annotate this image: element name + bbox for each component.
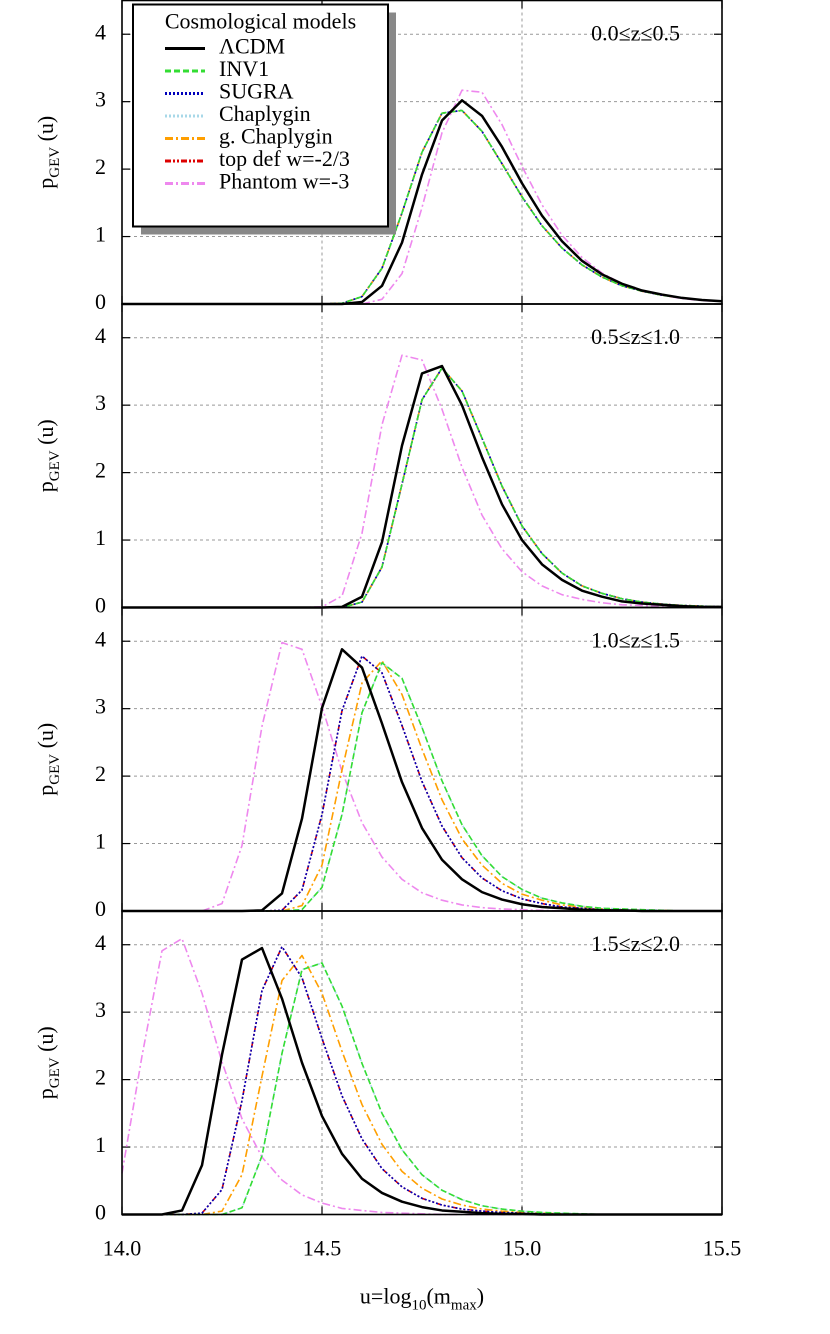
series-line (122, 354, 722, 609)
y-tick-label: 4 (95, 930, 106, 955)
series-line (122, 367, 723, 609)
legend-label: ΛCDM (219, 34, 285, 59)
y-axis-label-sub: GEV (47, 450, 63, 481)
x-tick-label: 15.0 (503, 1236, 542, 1261)
panel-frame (121, 303, 723, 609)
series-line (121, 937, 722, 1216)
panel-frame (121, 606, 723, 912)
y-axis-label: pGEV (u) (33, 116, 63, 189)
legend-label: SUGRA (219, 79, 294, 104)
series-line (122, 662, 722, 912)
panel-annotation: 0.0≤z≤0.5 (591, 21, 680, 46)
y-axis-label-part: p (33, 178, 58, 189)
legend-label: top def w=-2/3 (219, 146, 350, 171)
y-tick-label: 0 (95, 1200, 106, 1225)
x-axis-label-sub: max (451, 1298, 477, 1314)
series-line (122, 655, 722, 912)
series-line (122, 962, 722, 1216)
y-tick-label: 2 (95, 154, 106, 179)
y-tick-label: 1 (95, 222, 106, 247)
y-tick-label: 2 (95, 458, 106, 483)
x-axis-label: u=log10(mmax) (360, 1284, 484, 1314)
panel-frame (121, 910, 723, 1216)
series-line (122, 367, 723, 609)
y-axis-label: pGEV (u) (33, 1026, 63, 1099)
series-line (122, 655, 722, 912)
series-line (122, 662, 722, 912)
y-axis-label-part: (u) (33, 723, 58, 754)
y-axis-label-part: p (33, 481, 58, 492)
y-tick-label: 4 (95, 323, 106, 348)
series-line (122, 659, 722, 912)
y-axis-label-part: p (33, 785, 58, 796)
y-axis-label: pGEV (u) (33, 419, 63, 492)
series-line (122, 962, 722, 1216)
y-tick-label: 0 (95, 289, 106, 314)
series-line (122, 945, 722, 1216)
y-tick-label: 0 (95, 896, 106, 921)
y-tick-label: 2 (95, 1065, 106, 1090)
x-axis-label-part: ) (477, 1284, 484, 1309)
series-line (122, 641, 722, 912)
y-axis-label-sub: GEV (47, 147, 63, 178)
y-tick-label: 2 (95, 761, 106, 786)
y-tick-label: 3 (95, 87, 106, 112)
y-tick-label: 4 (95, 19, 106, 44)
x-tick-label: 14.0 (103, 1236, 142, 1261)
series-line (122, 367, 723, 609)
x-axis-label-part: u=log (360, 1284, 412, 1309)
y-tick-label: 1 (95, 1132, 106, 1157)
y-axis-label-part: (u) (33, 116, 58, 147)
series-line (122, 367, 723, 609)
y-axis-label-part: (u) (33, 419, 58, 450)
panel-annotation: 0.5≤z≤1.0 (591, 324, 680, 349)
y-axis-label-part: p (33, 1088, 58, 1099)
x-tick-label: 15.5 (703, 1236, 742, 1261)
series-line (122, 648, 722, 913)
legend-label: Phantom w=-3 (219, 169, 349, 194)
legend-title: Cosmological models (165, 9, 356, 34)
y-tick-label: 1 (95, 525, 106, 550)
legend-label: g. Chaplygin (219, 124, 333, 149)
legend-label: Chaplygin (219, 101, 311, 126)
y-tick-label: 3 (95, 997, 106, 1022)
y-axis-label: pGEV (u) (33, 723, 63, 796)
y-tick-label: 3 (95, 694, 106, 719)
panel-annotation: 1.0≤z≤1.5 (591, 628, 680, 653)
series-line (122, 367, 723, 609)
legend-box (132, 3, 389, 228)
y-axis-label-sub: GEV (47, 754, 63, 785)
y-tick-label: 4 (95, 626, 106, 651)
y-tick-label: 1 (95, 829, 106, 854)
y-axis-label-sub: GEV (47, 1057, 63, 1088)
series-line (122, 954, 722, 1216)
x-tick-label: 14.5 (303, 1236, 342, 1261)
legend-label: INV1 (219, 56, 269, 81)
y-axis-label-part: (u) (33, 1026, 58, 1057)
y-tick-label: 3 (95, 390, 106, 415)
x-axis-label-part: (m (426, 1284, 450, 1309)
panel-annotation: 1.5≤z≤2.0 (591, 931, 680, 956)
x-axis-label-sub: 10 (411, 1298, 426, 1314)
y-tick-label: 0 (95, 593, 106, 618)
